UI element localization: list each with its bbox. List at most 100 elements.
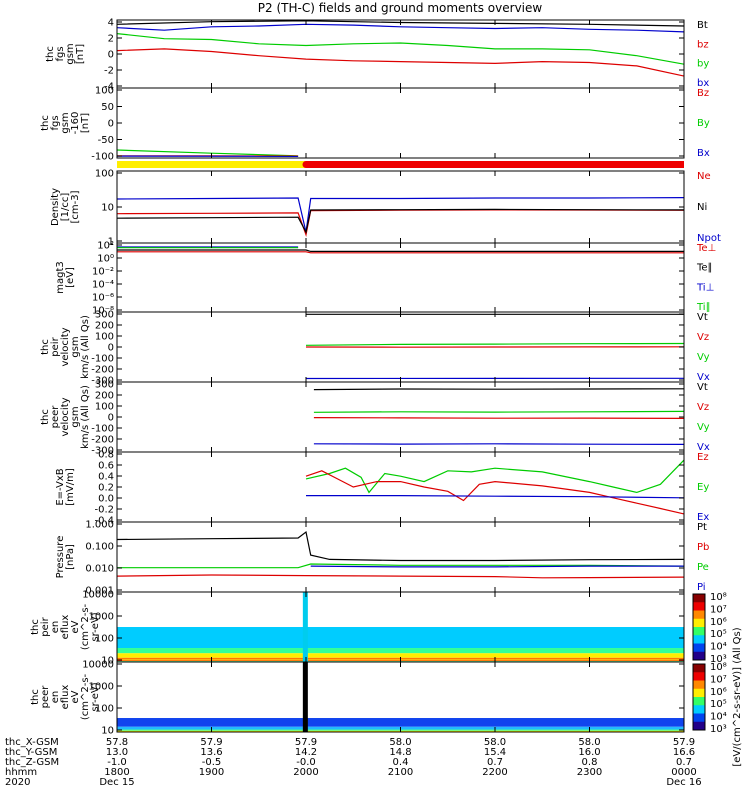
footer-value: 2100: [388, 767, 413, 778]
series-Vy: [313, 410, 685, 413]
footer-value: 13.6: [200, 747, 222, 758]
colorbar-label: [eV/(cm^2-s-sr-eV)] (All Qs): [732, 627, 743, 766]
spectrogram-band: [117, 627, 684, 649]
panels: 420-2-4thcfgsgsm[nT]Btbzbybx100500-50-10…: [30, 18, 743, 767]
y-tick-label: 0.4: [98, 472, 114, 483]
colorbar-tick: 10⁸: [710, 592, 727, 603]
colorbar-tick: 10⁷: [710, 604, 727, 615]
legend-bz: bz: [697, 39, 709, 50]
footer-value: 1800: [104, 767, 129, 778]
spectrogram-band: [117, 648, 684, 654]
colorbar-swatch: [693, 672, 705, 681]
legend-Ni: Ni: [697, 202, 707, 213]
panel-frame: [116, 451, 685, 523]
legend-Npot: Npot: [697, 233, 721, 244]
y-axis-label-line: sr-eV): [90, 682, 101, 711]
colorbar-swatch: [693, 697, 705, 706]
series-Ne: [116, 209, 685, 237]
colorbar-tick: 10⁸: [710, 662, 727, 673]
y-tick-label: 1.000: [85, 520, 114, 531]
y-tick-label: 0.010: [85, 564, 114, 575]
legend-Vy: Vy: [697, 352, 710, 363]
y-axis-label-line: [nT]: [80, 113, 91, 133]
footer-value: 2300: [577, 767, 602, 778]
series-Pe: [117, 563, 685, 569]
footer-value: 58.0: [484, 737, 506, 748]
footer-value: -0.0: [296, 757, 316, 768]
y-tick-label: 0.8: [98, 450, 114, 461]
y-tick-label: 1000: [89, 682, 114, 693]
y-axis-label-line: velocity: [60, 327, 71, 366]
footer-value: 57.9: [200, 737, 222, 748]
y-tick-label: -4: [104, 82, 114, 93]
spectrogram-band: [117, 718, 684, 727]
spectrogram-gap: [302, 592, 308, 662]
panel-pressure: 1.000 0.100 0.010 0.001 Pressure[nPa] Pt Pb Pe P…: [55, 520, 709, 597]
colorbar-tick: 10⁵: [710, 699, 727, 710]
footer-value: 58.0: [389, 737, 411, 748]
legend-Ex: Ex: [697, 512, 709, 523]
y-axis-label: Density[1/cc][cm-3]: [50, 188, 81, 226]
footer-value: 14.8: [389, 747, 411, 758]
footer-value: 16.6: [673, 747, 695, 758]
legend-Te∥: Te∥: [696, 263, 713, 274]
colorbar-swatch: [693, 602, 705, 611]
colorbar-swatch: [693, 627, 705, 636]
legend-Bx: Bx: [697, 148, 710, 159]
panel-peer-eflux: 10⁸10⁷10⁶10⁵10⁴10³10000100010010thcpeere…: [30, 660, 727, 737]
series-Npot: [116, 197, 685, 233]
footer-value: -0.5: [202, 757, 222, 768]
legend-Pe: Pe: [697, 562, 709, 573]
legend-Pb: Pb: [697, 542, 709, 553]
panel-fgs: 4 2 0 -2 -4 thcfgsgsm[nT] Bt bz by bx: [45, 18, 709, 93]
series-Te∥: [117, 249, 684, 252]
y-axis-label-line: gsm: [70, 336, 81, 357]
y-tick-label: 10⁻⁸: [92, 306, 114, 317]
footer-value: Dec 15: [99, 777, 134, 788]
colorbar-tick: 10⁶: [710, 617, 727, 628]
y-axis-label: thcpeerenefluxeV(cm^2-s-sr-eV): [30, 673, 101, 720]
footer-value: 0000: [671, 767, 696, 778]
y-tick-label: 0.001: [85, 586, 114, 597]
y-tick-label: -0.2: [94, 505, 114, 516]
series-bz: [116, 48, 685, 77]
y-tick-label: -200: [91, 435, 114, 446]
legend-Te⊥: Te⊥: [696, 243, 716, 254]
series-Ez: [305, 470, 685, 515]
y-axis-label-line: peer: [50, 405, 61, 429]
series-Ex: [306, 495, 685, 499]
footer-value: 0.7: [487, 757, 503, 768]
y-tick-label: 10000: [82, 660, 114, 671]
legend-Vz: Vz: [697, 402, 709, 413]
y-tick-label: 10²: [97, 241, 114, 252]
y-axis-label-line: E=-VxB: [55, 468, 66, 505]
y-axis-label-line: peir: [50, 336, 61, 356]
y-axis-label: thcpeirenefluxeV(cm^2-s-sr-eV): [30, 603, 101, 650]
y-tick-label: -100: [91, 152, 114, 163]
y-tick-label: 100: [95, 704, 114, 715]
colorbar-swatch: [693, 594, 705, 603]
colorbar-swatch: [693, 651, 705, 661]
legend-Ez: Ez: [697, 452, 709, 463]
y-axis-label-line: magt3: [55, 261, 66, 294]
colorbar-frame: [692, 593, 706, 661]
y-axis-label: thcfgsgsm-160[nT]: [40, 112, 91, 135]
panel-peir-eflux: 10⁸10⁷10⁶10⁵10⁴10³10000100010010thcpeire…: [30, 590, 727, 667]
y-axis-label-line: thc: [30, 619, 41, 635]
footer-value: 57.9: [295, 737, 317, 748]
y-axis-label-line: [cm-3]: [70, 190, 81, 223]
footer-value: 0.7: [676, 757, 692, 768]
footer-value: 16.0: [578, 747, 600, 758]
legend-by: by: [697, 59, 709, 70]
y-axis-label-line: eV: [70, 620, 81, 633]
legend-Pi: Pi: [697, 582, 706, 593]
y-tick-label: 300: [95, 380, 114, 391]
mode-bar-marker: [302, 161, 310, 168]
footer-row-label: thc_X-GSM: [5, 737, 59, 748]
panel-temperature: 10² 10⁰ 10⁻² 10⁻⁴ 10⁻⁶ 10⁻⁸ magt3[eV] Te⊥ Te∥ Ti⊥…: [55, 241, 716, 317]
y-axis-label-line: eflux: [60, 615, 71, 640]
y-tick-label: -300: [91, 376, 114, 387]
y-tick-label: 100: [95, 402, 114, 413]
